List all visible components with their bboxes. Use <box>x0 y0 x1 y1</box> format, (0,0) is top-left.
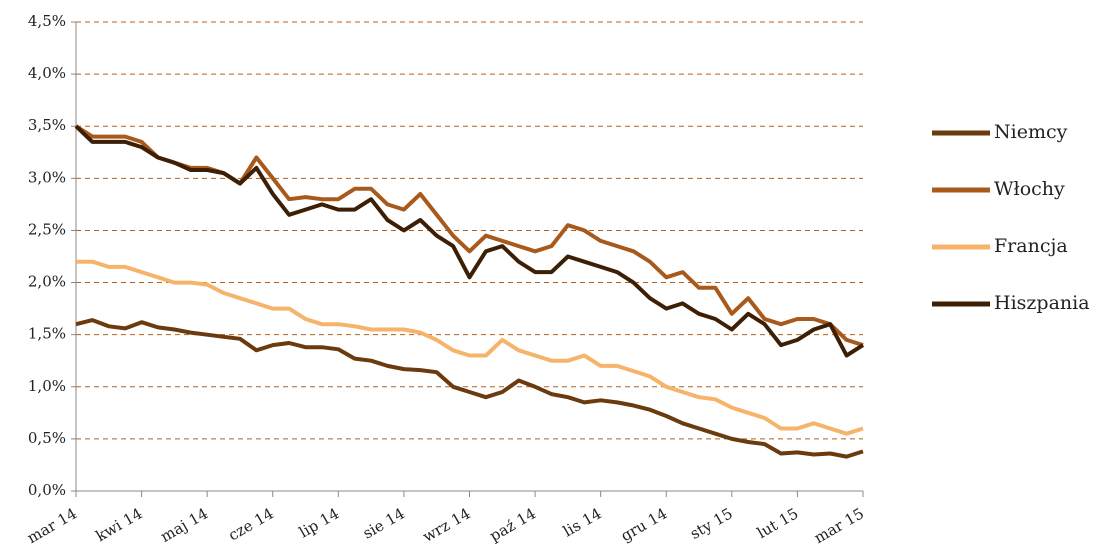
series-line <box>76 259 864 436</box>
y-tick-label: 0,5% <box>28 429 66 447</box>
y-tick-label: 3,5% <box>28 116 66 134</box>
y-tick-label: 0,0% <box>28 481 66 499</box>
x-tick-label: paź 14 <box>487 504 540 545</box>
legend-label: Hiszpania <box>994 292 1090 314</box>
x-tick-label: wrz 14 <box>420 504 474 545</box>
x-tick-label: lut 15 <box>754 504 801 542</box>
legend-label: Włochy <box>994 178 1065 200</box>
x-tick-label: gru 14 <box>618 504 671 545</box>
x-tick-label: sty 15 <box>687 504 736 543</box>
series-line <box>74 124 864 348</box>
legend-label: Niemcy <box>994 121 1068 143</box>
x-tick-label: maj 14 <box>157 504 211 545</box>
y-tick-label: 3,0% <box>28 168 66 186</box>
y-tick-label: 4,0% <box>28 64 66 82</box>
x-tick-label: kwi 14 <box>93 504 146 545</box>
x-tick-label: mar 14 <box>24 504 80 547</box>
y-tick-label: 4,5% <box>28 12 66 30</box>
x-tick-label: mar 15 <box>811 504 867 547</box>
y-tick-label: 2,0% <box>28 273 66 291</box>
x-tick-label: lip 14 <box>296 504 342 541</box>
y-tick-label: 2,5% <box>28 220 66 238</box>
y-tick-label: 1,5% <box>28 325 66 343</box>
x-tick-label: sie 14 <box>360 504 408 542</box>
x-tick-label: cze 14 <box>225 504 276 544</box>
series-line <box>75 318 864 459</box>
y-tick-label: 1,0% <box>28 377 66 395</box>
series-line <box>74 124 865 358</box>
x-tick-label: lis 14 <box>560 504 605 540</box>
legend-label: Francja <box>994 235 1068 257</box>
